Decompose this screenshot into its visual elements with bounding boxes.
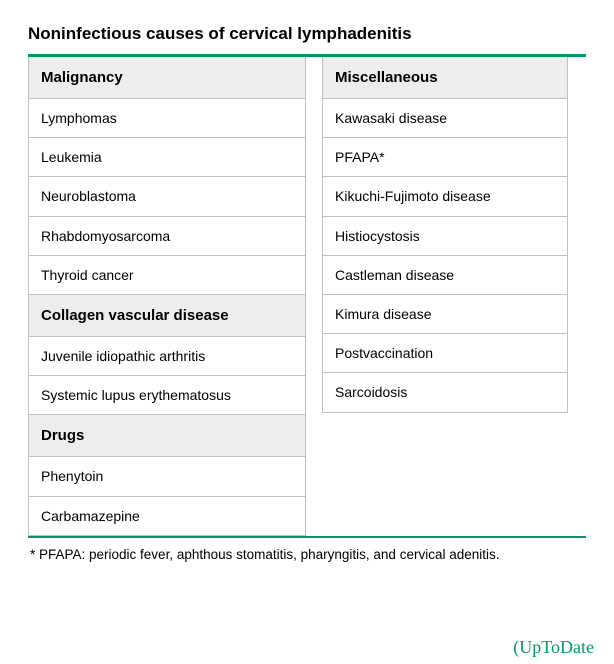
list-item: Castleman disease [323,256,567,295]
right-column: MiscellaneousKawasaki diseasePFAPA*Kikuc… [322,57,568,413]
list-item: Systemic lupus erythematosus [29,376,305,415]
section-header: Miscellaneous [323,57,567,99]
columns: MalignancyLymphomasLeukemiaNeuroblastoma… [28,57,586,536]
left-column: MalignancyLymphomasLeukemiaNeuroblastoma… [28,57,306,536]
list-item: Kawasaki disease [323,99,567,138]
list-item: Phenytoin [29,457,305,496]
footnote: * PFAPA: periodic fever, aphthous stomat… [28,538,586,564]
uptodate-logo: (UpToDate [513,637,594,658]
list-item: Neuroblastoma [29,177,305,216]
list-item: Sarcoidosis [323,373,567,411]
list-item: Lymphomas [29,99,305,138]
section-header: Malignancy [29,57,305,99]
list-item: Kimura disease [323,295,567,334]
list-item: Leukemia [29,138,305,177]
list-item: Postvaccination [323,334,567,373]
page-title: Noninfectious causes of cervical lymphad… [28,24,586,44]
list-item: Kikuchi-Fujimoto disease [323,177,567,216]
list-item: Juvenile idiopathic arthritis [29,337,305,376]
list-item: PFAPA* [323,138,567,177]
section-header: Drugs [29,414,305,457]
list-item: Carbamazepine [29,497,305,535]
list-item: Thyroid cancer [29,256,305,295]
content-container: Noninfectious causes of cervical lymphad… [0,0,614,564]
list-item: Histiocystosis [323,217,567,256]
list-item: Rhabdomyosarcoma [29,217,305,256]
section-header: Collagen vascular disease [29,294,305,337]
